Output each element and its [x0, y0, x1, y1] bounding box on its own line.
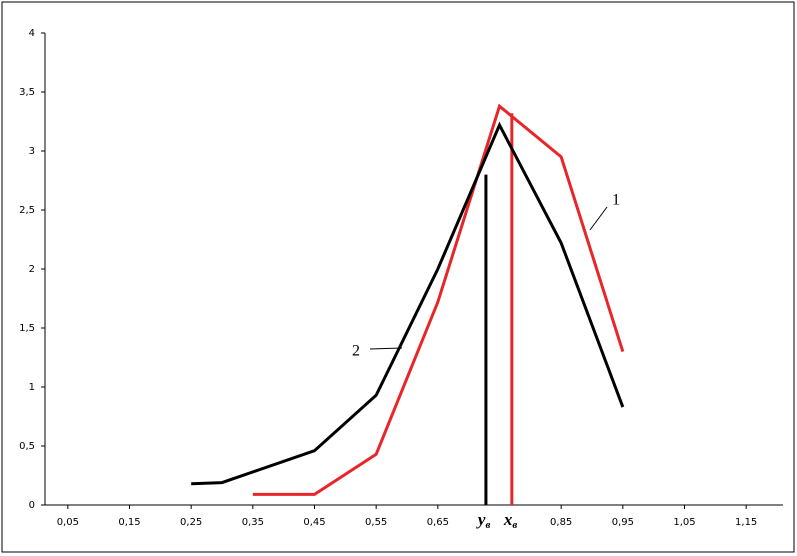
y-tick-label: 2,5 [19, 205, 35, 216]
marker-label-sub: в [512, 519, 517, 531]
x-tick-label: 1,15 [735, 517, 757, 528]
x-tick-label: 0,25 [180, 517, 202, 528]
series-label: 1 [612, 192, 620, 209]
y-tick-label: 1,5 [19, 323, 35, 334]
series-line [191, 121, 625, 486]
x-tick-label: 0,65 [427, 517, 449, 528]
marker-label: yв [476, 510, 491, 531]
x-tick-label: 0,95 [612, 517, 634, 528]
x-tick-label: 0,15 [118, 517, 140, 528]
marker-label: xв [503, 510, 518, 531]
x-tick-label: 0,35 [242, 517, 264, 528]
x-tick-label: 0,05 [57, 517, 79, 528]
leader-line [369, 347, 403, 350]
marker-label-sub: в [485, 519, 490, 531]
y-tick-label: 0 [29, 500, 35, 511]
x-tick-label: 0,55 [365, 517, 387, 528]
leader-line [589, 206, 608, 231]
y-tick-label: 2 [29, 264, 35, 275]
y-tick-label: 0,5 [19, 441, 35, 452]
y-tick-label: 4 [29, 28, 35, 39]
x-tick-label: 0,45 [303, 517, 325, 528]
x-tick-label: 0,85 [550, 517, 572, 528]
y-tick-label: 3,5 [19, 87, 35, 98]
series-line [252, 103, 625, 496]
series-label: 2 [352, 343, 360, 360]
y-tick-label: 1 [29, 382, 35, 393]
marker-label-main: y [476, 510, 486, 529]
y-tick-label: 3 [29, 146, 35, 157]
marker-label-main: x [503, 510, 513, 529]
x-tick-label: 1,05 [673, 517, 695, 528]
